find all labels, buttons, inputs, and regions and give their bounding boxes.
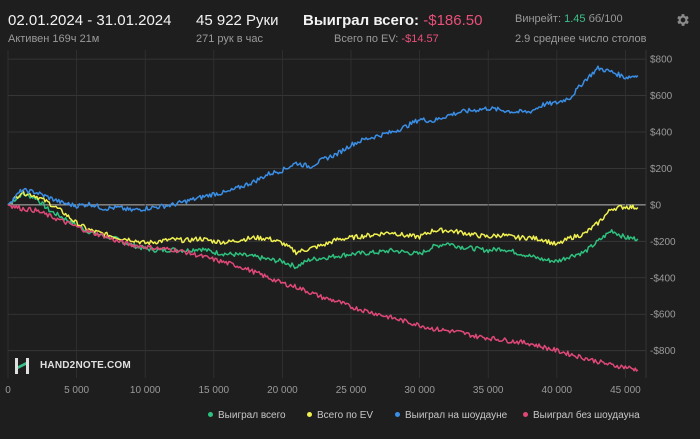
x-tick-label: 15 000 <box>199 385 230 396</box>
legend-item[interactable]: Выиграл всего <box>208 410 286 421</box>
ev-total: Всего по EV: -$14.57 <box>334 33 439 45</box>
x-tick-label: 20 000 <box>267 385 298 396</box>
legend-item[interactable]: Выиграл на шоудауне <box>395 410 507 421</box>
h2n-logo-icon <box>15 358 29 374</box>
winrate-value: 1.45 <box>564 13 586 25</box>
won-total-value: -$186.50 <box>423 12 483 29</box>
legend-label: Выиграл на шоудауне <box>405 410 508 421</box>
series-line-2 <box>7 65 639 212</box>
legend-item[interactable]: Выиграл без шоудауна <box>523 410 640 421</box>
active-time: Активен 169ч 21м <box>8 33 100 45</box>
y-tick-label: $0 <box>650 200 662 211</box>
legend-label: Выиграл всего <box>218 410 286 421</box>
x-tick-label: 10 000 <box>130 385 161 396</box>
chart-series <box>7 65 639 372</box>
y-tick-label: $600 <box>650 91 673 102</box>
tables-average: 2.9 среднее число столов <box>515 33 647 45</box>
chart-legend: Выиграл всего Всего по EV Выиграл на шоуда… <box>0 410 700 430</box>
chart-grid <box>7 50 647 378</box>
winrate-label: Винрейт: <box>515 13 562 25</box>
x-tick-label: 45 000 <box>610 385 641 396</box>
legend-label: Выиграл без шоудауна <box>533 410 640 421</box>
legend-marker <box>307 411 312 417</box>
y-axis-ticks: $800 $600 $400 $200 $0 -$200 -$400 -$600 -$800 <box>650 55 676 358</box>
y-tick-label: $400 <box>650 128 673 139</box>
legend-marker <box>395 411 400 417</box>
legend-label: Всего по EV <box>317 410 374 421</box>
legend-marker <box>523 411 528 417</box>
x-tick-label: 5 000 <box>64 385 89 396</box>
y-tick-label: -$400 <box>650 273 676 284</box>
x-axis-ticks: 0 5 000 10 000 15 000 20 000 25 000 30 000 35 0… <box>5 385 641 396</box>
ev-total-value: -$14.57 <box>401 33 439 45</box>
winrate: Винрейт: 1.45 бб/100 <box>515 13 623 25</box>
won-total-label: Выиграл всего: <box>303 12 420 29</box>
y-tick-label: -$200 <box>650 237 676 248</box>
profit-chart: $800 $600 $400 $200 $0 -$200 -$400 -$600 -$800 0… <box>5 50 676 396</box>
series-line-1 <box>7 189 639 256</box>
x-tick-label: 25 000 <box>336 385 367 396</box>
series-line-3 <box>7 204 639 372</box>
x-tick-label: 40 000 <box>542 385 573 396</box>
won-total: Выиграл всего: -$186.50 <box>303 12 482 29</box>
x-tick-label: 35 000 <box>473 385 504 396</box>
hands-count: 45 922 Руки <box>196 12 279 29</box>
ev-total-label: Всего по EV: <box>334 33 399 45</box>
y-tick-label: $200 <box>650 164 673 175</box>
stats-header: 02.01.2024 - 31.01.2024 Активен 169ч 21м… <box>0 0 700 50</box>
winrate-unit: бб/100 <box>588 13 623 25</box>
y-tick-label: -$600 <box>650 310 676 321</box>
hands-per-hour: 271 рук в час <box>196 33 264 45</box>
date-range[interactable]: 02.01.2024 - 31.01.2024 <box>8 12 172 29</box>
x-tick-label: 0 <box>5 385 11 396</box>
series-line-0 <box>7 191 639 270</box>
legend-marker <box>208 411 213 417</box>
gear-icon[interactable] <box>675 12 691 28</box>
y-tick-label: -$800 <box>650 346 676 357</box>
legend-item[interactable]: Всего по EV <box>307 410 373 421</box>
x-tick-label: 30 000 <box>404 385 435 396</box>
logo-text: HAND2NOTE.COM <box>40 360 131 371</box>
y-tick-label: $800 <box>650 55 673 66</box>
